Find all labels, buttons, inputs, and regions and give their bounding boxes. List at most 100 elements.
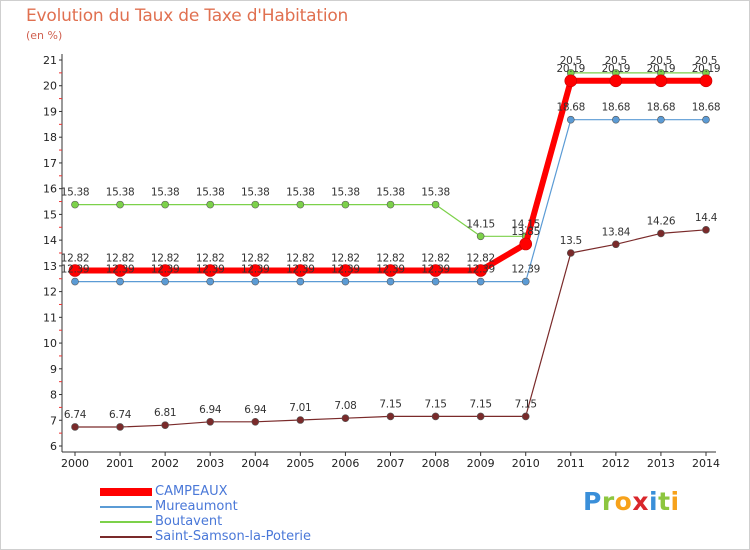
data-point	[206, 418, 215, 426]
data-label: 6.94	[244, 404, 267, 416]
data-label: 12.39	[106, 264, 135, 276]
data-label: 12.39	[331, 264, 360, 276]
data-label: 20.5	[650, 55, 672, 67]
data-label: 14.4	[695, 212, 718, 224]
data-label: 12.39	[61, 264, 90, 276]
data-label: 12.82	[466, 252, 495, 264]
data-label: 14.26	[647, 215, 676, 227]
data-point	[161, 200, 169, 209]
legend-label: Saint-Samson-la-Poterie	[155, 529, 312, 544]
legend-label: CAMPEAUX	[155, 484, 228, 499]
chart-unit: (en %)	[26, 29, 63, 42]
data-label: 12.39	[421, 264, 450, 276]
data-point	[699, 74, 713, 88]
x-tick-label: 2012	[602, 457, 630, 470]
data-point	[294, 264, 307, 277]
data-point	[339, 264, 352, 277]
data-point	[296, 277, 305, 286]
data-point	[431, 412, 440, 421]
x-tick-label: 2009	[467, 457, 495, 470]
data-label: 12.82	[151, 252, 180, 264]
legend-swatch	[100, 488, 152, 496]
y-tick-label: 14	[43, 234, 57, 247]
data-point	[566, 115, 575, 124]
y-tick-label: 8	[50, 389, 57, 402]
data-point	[341, 200, 350, 209]
x-tick-label: 2014	[692, 457, 720, 470]
data-label: 15.38	[376, 187, 405, 199]
data-point	[384, 264, 397, 277]
data-label: 20.19	[692, 63, 721, 75]
data-label: 15.38	[151, 187, 180, 199]
x-tick-label: 2004	[241, 457, 269, 470]
data-label: 12.82	[421, 252, 450, 264]
data-point	[71, 200, 79, 209]
data-label: 18.68	[557, 102, 586, 114]
chart-title: Evolution du Taux de Taxe d'Habitation	[26, 6, 349, 26]
data-point	[386, 277, 395, 286]
legend-label: Mureaumont	[155, 499, 238, 514]
series-layer	[68, 69, 713, 431]
logo-letter: r	[601, 487, 615, 516]
data-point	[474, 264, 487, 277]
data-label: 7.15	[379, 398, 401, 410]
y-tick-label: 7	[50, 414, 57, 427]
data-point	[657, 229, 665, 238]
data-label: 15.38	[196, 187, 225, 199]
data-label: 13.85	[511, 226, 540, 238]
axes: 6 7 8 9 10 11 12 13 14 15 16 17 18 19 20 21 2000 2001 2002…	[43, 54, 720, 470]
data-point	[161, 277, 169, 286]
data-label: 20.5	[605, 55, 627, 67]
data-label: 15.38	[331, 187, 360, 199]
legend-swatch	[100, 506, 152, 508]
y-tick-label: 18	[43, 131, 57, 144]
data-point	[702, 115, 710, 124]
x-tick-label: 2010	[512, 457, 540, 470]
data-point	[248, 264, 262, 277]
data-point	[206, 200, 215, 209]
y-tick-label: 9	[50, 363, 57, 376]
data-point	[116, 200, 124, 209]
x-tick-label: 2002	[151, 457, 179, 470]
data-point	[612, 240, 620, 249]
logo-letter: t	[658, 487, 671, 516]
data-label: 15.38	[286, 187, 315, 199]
proxiti-logo: Proxiti	[583, 487, 680, 516]
series-line	[75, 72, 706, 237]
x-tick-label: 2006	[331, 457, 359, 470]
series-campeaux	[68, 74, 713, 277]
y-tick-label: 13	[43, 260, 57, 273]
data-label: 14.15	[466, 218, 495, 230]
data-label: 13.84	[602, 226, 631, 238]
data-label: 7.15	[470, 398, 492, 410]
value-labels: 12.82 12.82 12.82 12.82 12.82 12.82 12.82 12.82…	[61, 55, 721, 421]
data-label: 15.38	[241, 187, 270, 199]
data-label: 12.82	[376, 252, 405, 264]
x-tick-label: 2000	[61, 457, 89, 470]
logo-letter: i	[649, 487, 659, 516]
x-tick-label: 2005	[286, 457, 314, 470]
data-label: 12.82	[241, 252, 270, 264]
legend-swatch	[100, 536, 152, 538]
y-tick-label: 16	[43, 183, 57, 196]
x-tick-label: 2008	[422, 457, 450, 470]
data-label: 20.19	[647, 63, 676, 75]
y-tick-label: 6	[50, 440, 57, 453]
data-label: 18.68	[602, 102, 631, 114]
y-tick-label: 12	[43, 286, 57, 299]
y-tick-label: 21	[43, 54, 57, 67]
data-label: 12.82	[106, 252, 135, 264]
data-point	[341, 414, 350, 423]
data-label: 12.39	[241, 264, 270, 276]
data-point	[161, 421, 169, 429]
data-label: 20.19	[557, 63, 586, 75]
data-label: 7.15	[424, 398, 446, 410]
data-label: 12.39	[511, 264, 540, 276]
logo-letter: i	[670, 487, 680, 516]
data-point	[251, 200, 260, 209]
data-point	[609, 74, 623, 88]
data-point	[521, 277, 530, 286]
data-point	[657, 115, 665, 124]
logo-letter: P	[583, 487, 602, 516]
